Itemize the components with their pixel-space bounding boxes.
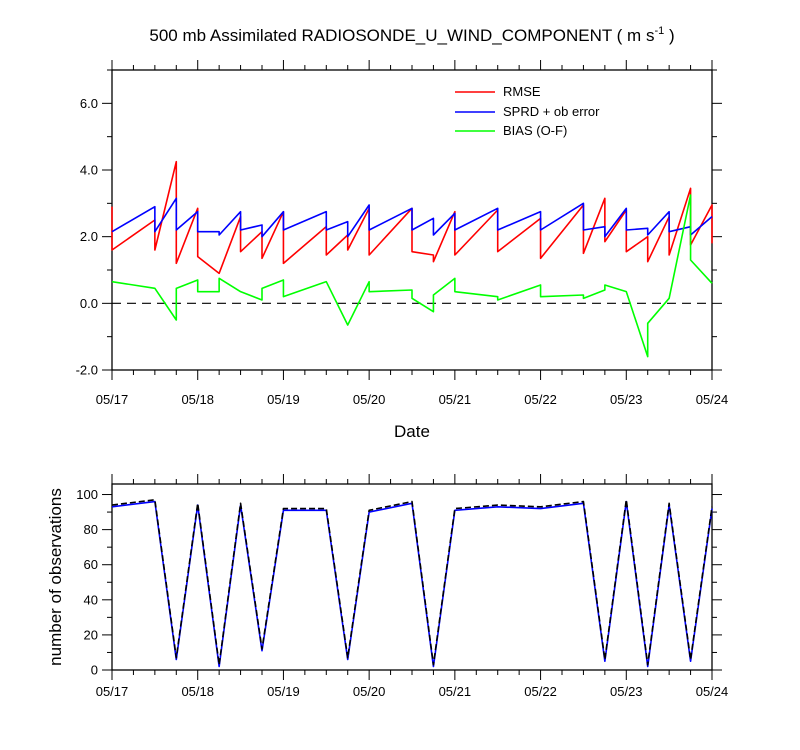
legend-label-rmse: RMSE [503, 84, 541, 99]
x-tick-label: 05/22 [524, 392, 557, 407]
x-axis-title: Date [394, 422, 430, 441]
series-line-observations-dashed [111, 498, 713, 666]
x-tick-label: 05/20 [353, 392, 386, 407]
x-tick-label: 05/22 [524, 684, 557, 699]
x-tick-label: 05/20 [353, 684, 386, 699]
legend: RMSE SPRD + ob error BIAS (O-F) [455, 84, 600, 138]
series-line-bias-o-f [111, 194, 713, 358]
x-tick-label: 05/24 [696, 392, 729, 407]
y-axis-title-observations: number of observations [46, 488, 65, 666]
x-tick-label: 05/23 [610, 684, 643, 699]
x-tick-label: 05/24 [696, 684, 729, 699]
y-tick-label: 100 [76, 487, 98, 502]
y-tick-label: 40 [84, 592, 98, 607]
y-tick-label: 60 [84, 557, 98, 572]
x-tick-label: 05/18 [181, 684, 214, 699]
y-tick-label: 80 [84, 522, 98, 537]
x-tick-label: 05/21 [439, 392, 472, 407]
x-tick-label: 05/21 [439, 684, 472, 699]
x-tick-label: 05/17 [96, 392, 129, 407]
y-tick-label: 0.0 [80, 296, 98, 311]
x-tick-label: 05/23 [610, 392, 643, 407]
bottom-chart: 0 20 40 60 80 100 05/17 05/18 05/19 05/20 05/21 05… [46, 474, 728, 699]
x-tick-label: 05/17 [96, 684, 129, 699]
y-tick-label: 2.0 [80, 229, 98, 244]
y-tick-label: 20 [84, 627, 98, 642]
chart-title-main: 500 mb Assimilated RADIOSONDE_U_WIND_COM… [149, 26, 654, 45]
series-line-rmse [111, 160, 713, 275]
chart-title: 500 mb Assimilated RADIOSONDE_U_WIND_COM… [149, 25, 674, 45]
chart-title-superscript: -1 [654, 25, 664, 37]
x-tick-label: 05/18 [181, 392, 214, 407]
series-line-observations-solid [111, 500, 713, 668]
chart-title-end: ) [664, 26, 674, 45]
top-chart: -2.0 0.0 2.0 4.0 6.0 05/17 05/18 05/19 05/20 05/… [76, 60, 729, 441]
x-tick-label: 05/19 [267, 684, 300, 699]
legend-label-sprd: SPRD + ob error [503, 104, 600, 119]
series-line-sprd-ob-error [111, 197, 713, 238]
y-tick-label: 6.0 [80, 96, 98, 111]
y-tick-label: -2.0 [76, 363, 98, 378]
legend-label-bias: BIAS (O-F) [503, 123, 567, 138]
x-tick-label: 05/19 [267, 392, 300, 407]
y-tick-label: 0 [91, 663, 98, 678]
bottom-plot-frame [111, 483, 713, 671]
y-tick-label: 4.0 [80, 163, 98, 178]
